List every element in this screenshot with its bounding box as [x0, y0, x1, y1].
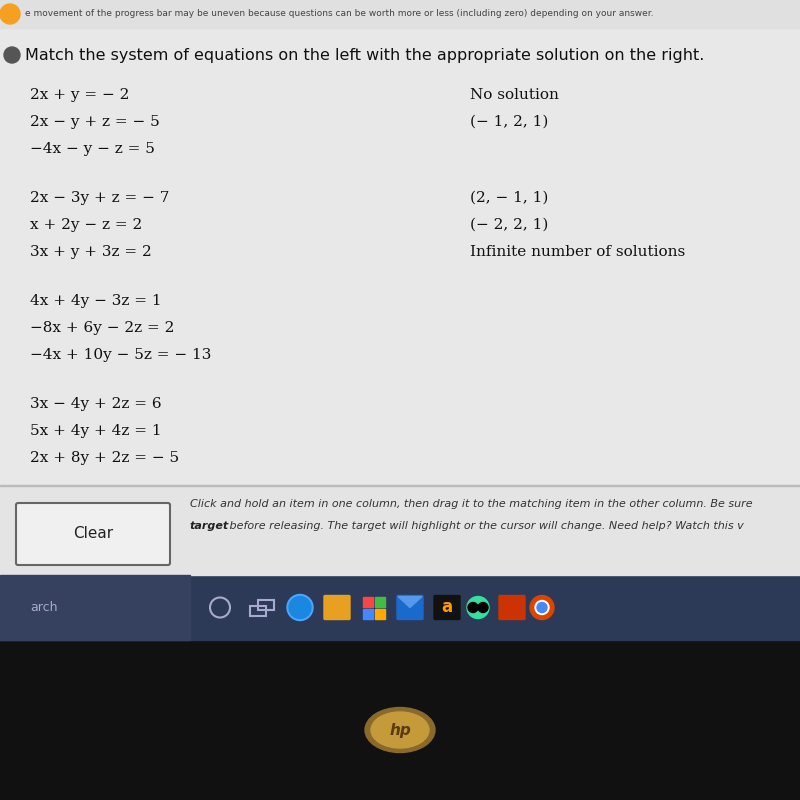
Text: Clear: Clear — [73, 526, 113, 542]
Text: Infinite number of solutions: Infinite number of solutions — [470, 245, 686, 259]
Text: (− 1, 2, 1): (− 1, 2, 1) — [470, 115, 548, 129]
Text: e movement of the progress bar may be uneven because questions can be worth more: e movement of the progress bar may be un… — [25, 10, 654, 18]
Text: 3x − 4y + 2z = 6: 3x − 4y + 2z = 6 — [30, 397, 162, 411]
Text: 2x − y + z = − 5: 2x − y + z = − 5 — [30, 115, 160, 129]
Bar — [0, 640, 800, 800]
Text: −8x + 6y − 2z = 2: −8x + 6y − 2z = 2 — [30, 321, 174, 335]
Text: 4x + 4y − 3z = 1: 4x + 4y − 3z = 1 — [30, 294, 162, 308]
Text: x + 2y − z = 2: x + 2y − z = 2 — [30, 218, 142, 232]
FancyBboxPatch shape — [499, 595, 525, 619]
Circle shape — [537, 602, 547, 613]
Bar — [363, 597, 373, 606]
Bar — [0, 575, 800, 640]
Text: −4x − y − z = 5: −4x − y − z = 5 — [30, 142, 155, 156]
Circle shape — [289, 597, 311, 618]
Text: (− 2, 2, 1): (− 2, 2, 1) — [470, 218, 548, 232]
Circle shape — [535, 601, 549, 614]
Ellipse shape — [371, 712, 429, 748]
Text: before releasing. The target will highlight or the cursor will change. Need help: before releasing. The target will highli… — [226, 521, 744, 531]
FancyBboxPatch shape — [16, 503, 170, 565]
Text: 2x + 8y + 2z = − 5: 2x + 8y + 2z = − 5 — [30, 451, 179, 465]
FancyBboxPatch shape — [397, 595, 423, 619]
Bar — [0, 28, 800, 485]
Bar — [250, 606, 266, 615]
Text: hp: hp — [389, 722, 411, 738]
Bar — [0, 0, 800, 28]
Text: 5x + 4y + 4z = 1: 5x + 4y + 4z = 1 — [30, 424, 162, 438]
Bar — [0, 485, 800, 575]
Text: 3x + y + 3z = 2: 3x + y + 3z = 2 — [30, 245, 152, 259]
Polygon shape — [398, 597, 422, 607]
Bar — [363, 609, 373, 618]
Circle shape — [4, 47, 20, 63]
Ellipse shape — [365, 707, 435, 753]
Bar — [0, 575, 190, 640]
Bar — [0, 485, 800, 486]
Text: Match the system of equations on the left with the appropriate solution on the r: Match the system of equations on the lef… — [25, 48, 704, 63]
Text: 2x − 3y + z = − 7: 2x − 3y + z = − 7 — [30, 191, 170, 205]
Circle shape — [0, 4, 20, 24]
Circle shape — [530, 595, 554, 619]
Text: (2, − 1, 1): (2, − 1, 1) — [470, 191, 548, 205]
Circle shape — [287, 594, 313, 621]
Bar — [375, 597, 385, 606]
Text: −4x + 10y − 5z = − 13: −4x + 10y − 5z = − 13 — [30, 348, 211, 362]
Text: a: a — [442, 598, 453, 617]
Text: Click and hold an item in one column, then drag it to the matching item in the o: Click and hold an item in one column, th… — [190, 499, 753, 509]
FancyBboxPatch shape — [434, 595, 460, 619]
Circle shape — [467, 597, 489, 618]
Circle shape — [468, 602, 478, 613]
Bar — [375, 609, 385, 618]
Bar — [258, 599, 274, 610]
FancyBboxPatch shape — [324, 595, 350, 619]
Text: 2x + y = − 2: 2x + y = − 2 — [30, 88, 130, 102]
Text: arch: arch — [30, 601, 58, 614]
Text: No solution: No solution — [470, 88, 559, 102]
Text: target: target — [190, 521, 230, 531]
Circle shape — [478, 602, 488, 613]
